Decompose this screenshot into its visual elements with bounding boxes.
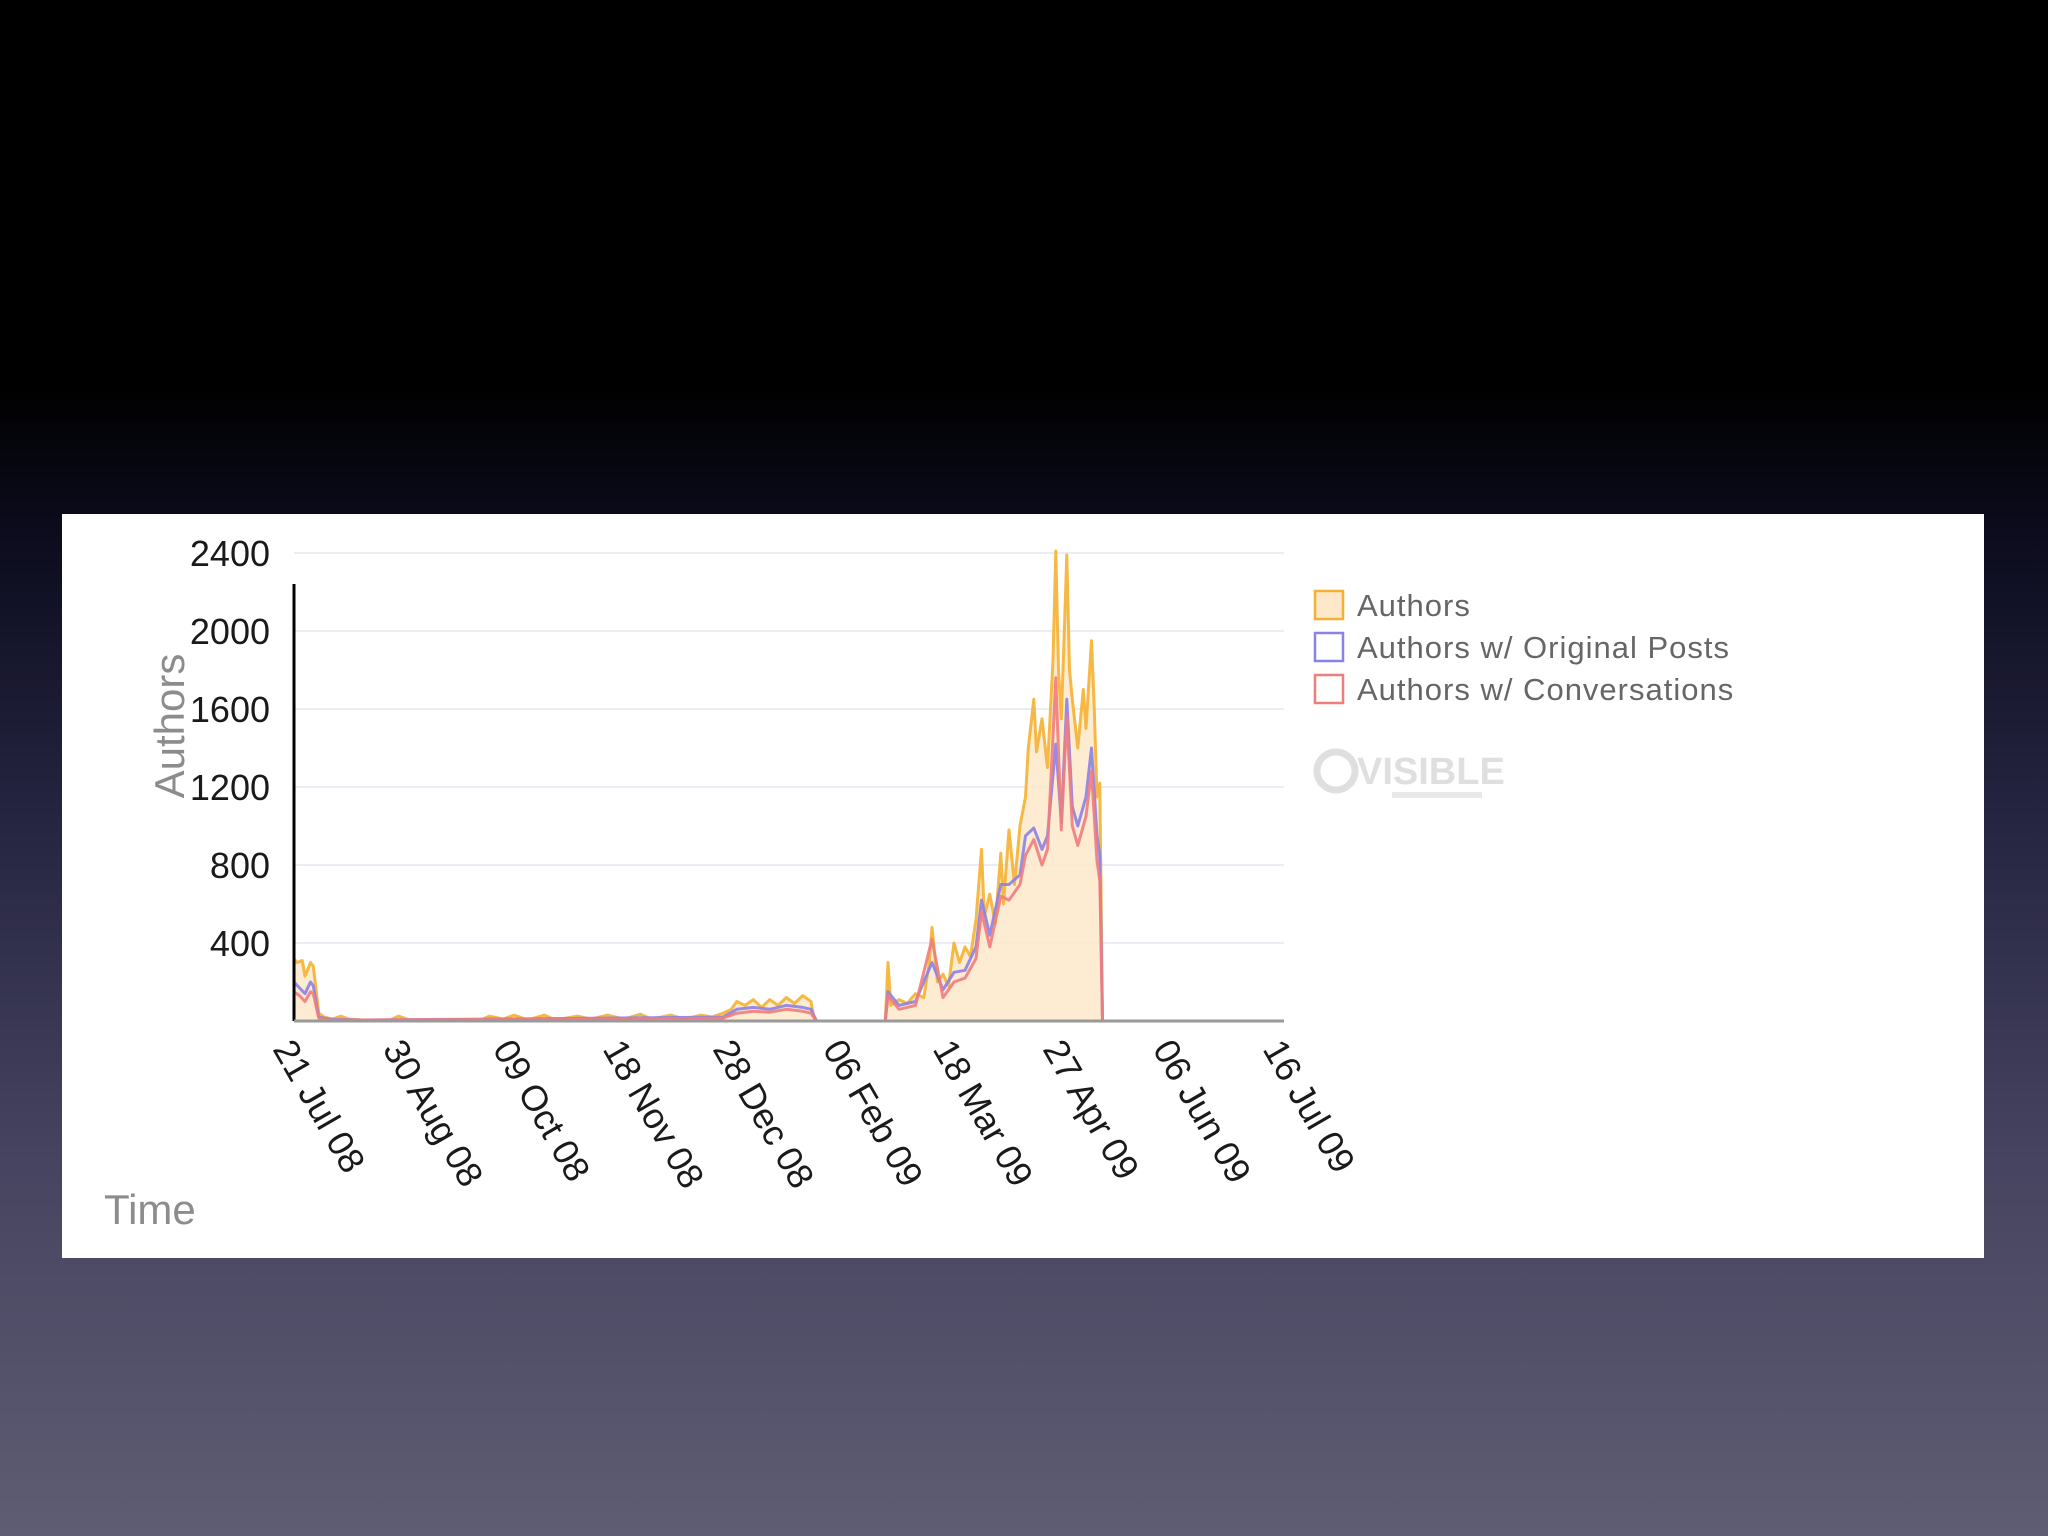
y-axis-title: Authors bbox=[146, 654, 193, 799]
y-tick-label: 2000 bbox=[190, 611, 270, 652]
chart-panel: 400 800 1200 1600 2000 2400 21 Jul 08 30 Aug 0… bbox=[62, 514, 1984, 1258]
x-tick-label: 18 Nov 08 bbox=[595, 1033, 713, 1196]
y-tick-label: 1200 bbox=[190, 767, 270, 808]
legend-label: Authors w/ Original Posts bbox=[1357, 630, 1730, 665]
x-tick-label: 18 Mar 09 bbox=[925, 1033, 1042, 1194]
legend-swatch bbox=[1313, 673, 1345, 705]
legend-label: Authors w/ Conversations bbox=[1357, 672, 1734, 707]
legend-swatch bbox=[1313, 631, 1345, 663]
y-tick-label: 400 bbox=[210, 923, 270, 964]
at-sign-icon bbox=[1313, 748, 1359, 794]
area-layer bbox=[294, 551, 1103, 1021]
y-tick-label: 2400 bbox=[190, 533, 270, 574]
x-tick-label: 06 Jun 09 bbox=[1145, 1033, 1260, 1190]
y-tick-label: 800 bbox=[210, 845, 270, 886]
x-axis-title: Time bbox=[104, 1186, 196, 1233]
legend: Authors Authors w/ Original Posts Authors … bbox=[1313, 588, 1734, 707]
y-tick-label: 1600 bbox=[190, 689, 270, 730]
grid-lines bbox=[294, 552, 1284, 944]
legend-label: Authors bbox=[1357, 588, 1471, 623]
chart: 400 800 1200 1600 2000 2400 21 Jul 08 30 Aug 0… bbox=[104, 533, 1734, 1233]
x-tick-label: 30 Aug 08 bbox=[375, 1033, 492, 1194]
logo-text: VISIBLE bbox=[1357, 751, 1505, 793]
x-tick-label: 09 Oct 08 bbox=[485, 1033, 599, 1189]
visible-logo: VISIBLE bbox=[1313, 748, 1505, 798]
axes bbox=[292, 584, 1284, 1023]
x-tick-label: 21 Jul 08 bbox=[265, 1033, 374, 1180]
x-tick-label: 16 Jul 09 bbox=[1255, 1033, 1364, 1180]
x-tick-label: 06 Feb 09 bbox=[815, 1033, 932, 1194]
x-tick-label: 28 Dec 08 bbox=[705, 1033, 823, 1196]
logo-tagline bbox=[1392, 792, 1482, 798]
x-tick-label: 27 Apr 09 bbox=[1035, 1033, 1148, 1187]
y-tick-labels: 400 800 1200 1600 2000 2400 bbox=[190, 533, 270, 964]
legend-swatch bbox=[1313, 589, 1345, 621]
series-area bbox=[294, 551, 1103, 1021]
